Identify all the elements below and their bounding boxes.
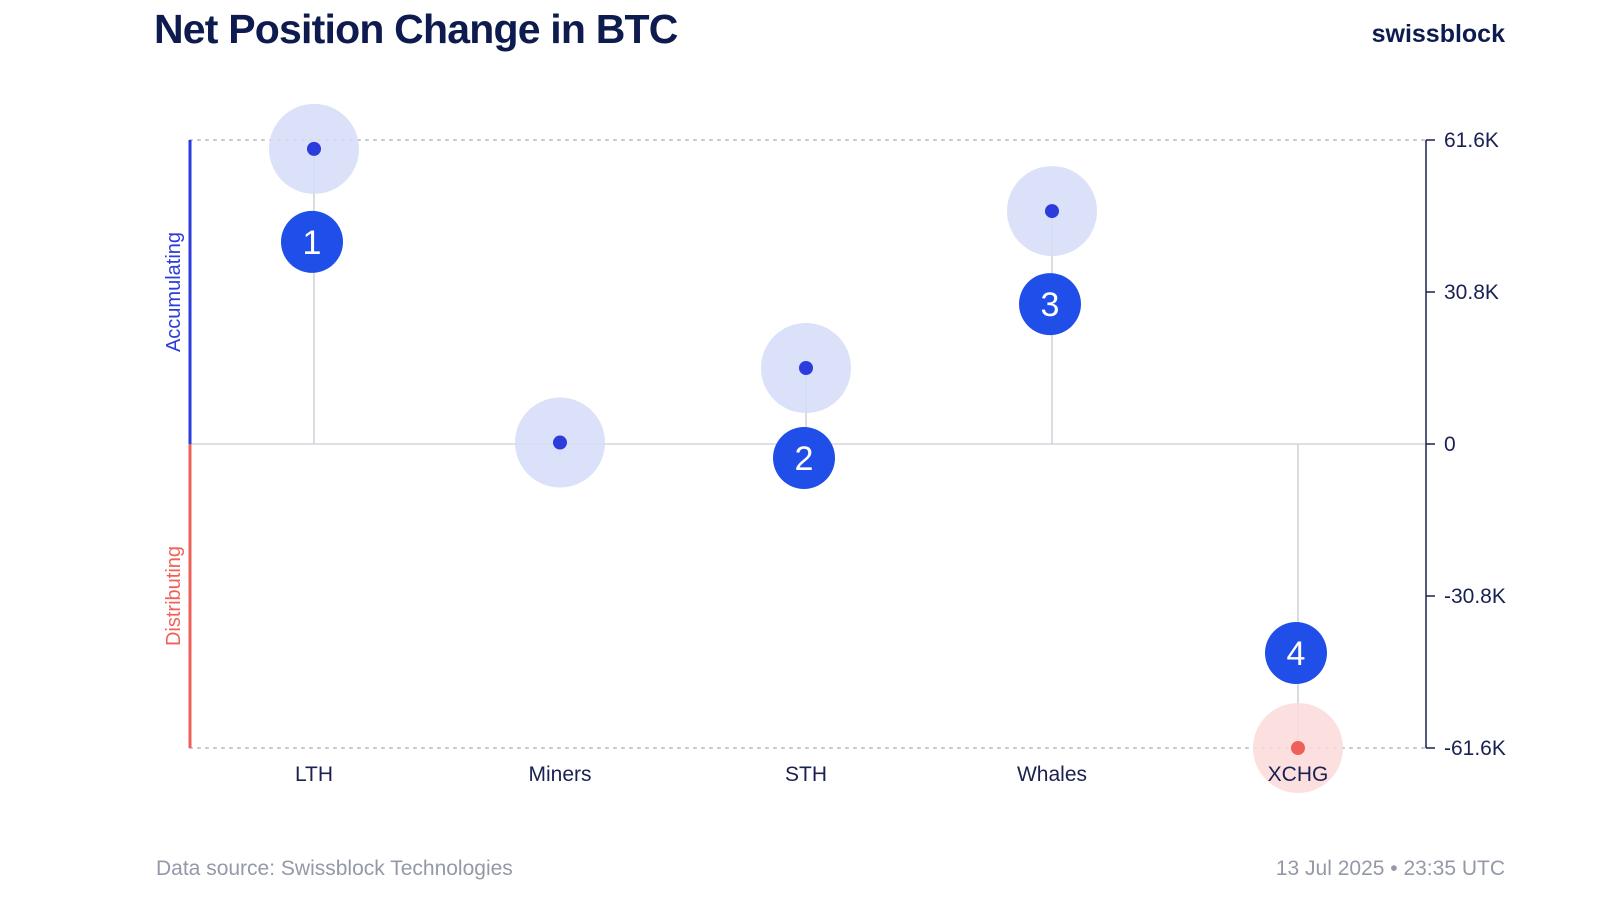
accumulating-label: Accumulating	[163, 232, 185, 352]
timestamp: 13 Jul 2025 • 23:35 UTC	[1275, 857, 1505, 880]
category-label-xchg: XCHG	[1268, 763, 1329, 786]
badge-number-xchg: 4	[1287, 635, 1306, 673]
badge-number-lth: 1	[303, 224, 322, 262]
badge-number-sth: 2	[795, 440, 814, 478]
category-label-lth: LTH	[295, 763, 333, 786]
y-tick-label: 0	[1444, 433, 1456, 456]
data-point-xchg	[1291, 741, 1305, 755]
data-point-sth	[799, 361, 813, 375]
y-tick-label: 61.6K	[1444, 129, 1499, 152]
distributing-label: Distributing	[163, 546, 185, 646]
y-tick-label: -30.8K	[1444, 585, 1506, 608]
category-label-miners: Miners	[528, 763, 591, 786]
category-label-sth: STH	[785, 763, 827, 786]
badge-lth	[281, 210, 343, 273]
data-point-lth	[307, 141, 321, 156]
category-label-whales: Whales	[1017, 763, 1087, 786]
badge-xchg	[1265, 622, 1327, 684]
data-source: Data source: Swissblock Technologies	[156, 857, 513, 880]
data-point-miners	[553, 435, 567, 450]
badge-whales	[1019, 273, 1081, 336]
badge-number-whales: 3	[1041, 286, 1060, 324]
side-indicators: Accumulating Distributing	[163, 140, 192, 748]
chart-title: Net Position Change in BTC	[154, 6, 678, 52]
badge-sth	[773, 427, 835, 489]
x-axis: LTH Miners STH Whales XCHG	[295, 763, 1328, 786]
data-point-whales	[1045, 204, 1059, 219]
y-tick-label: -61.6K	[1444, 737, 1506, 760]
chart-points	[307, 141, 1305, 755]
brand-logo: swissblock	[1371, 20, 1505, 48]
chart-badges: 1 2 3 4	[281, 210, 1327, 684]
y-axis: 61.6K 30.8K 0 -30.8K -61.6K	[1425, 129, 1506, 760]
y-tick-label: 30.8K	[1444, 281, 1499, 304]
